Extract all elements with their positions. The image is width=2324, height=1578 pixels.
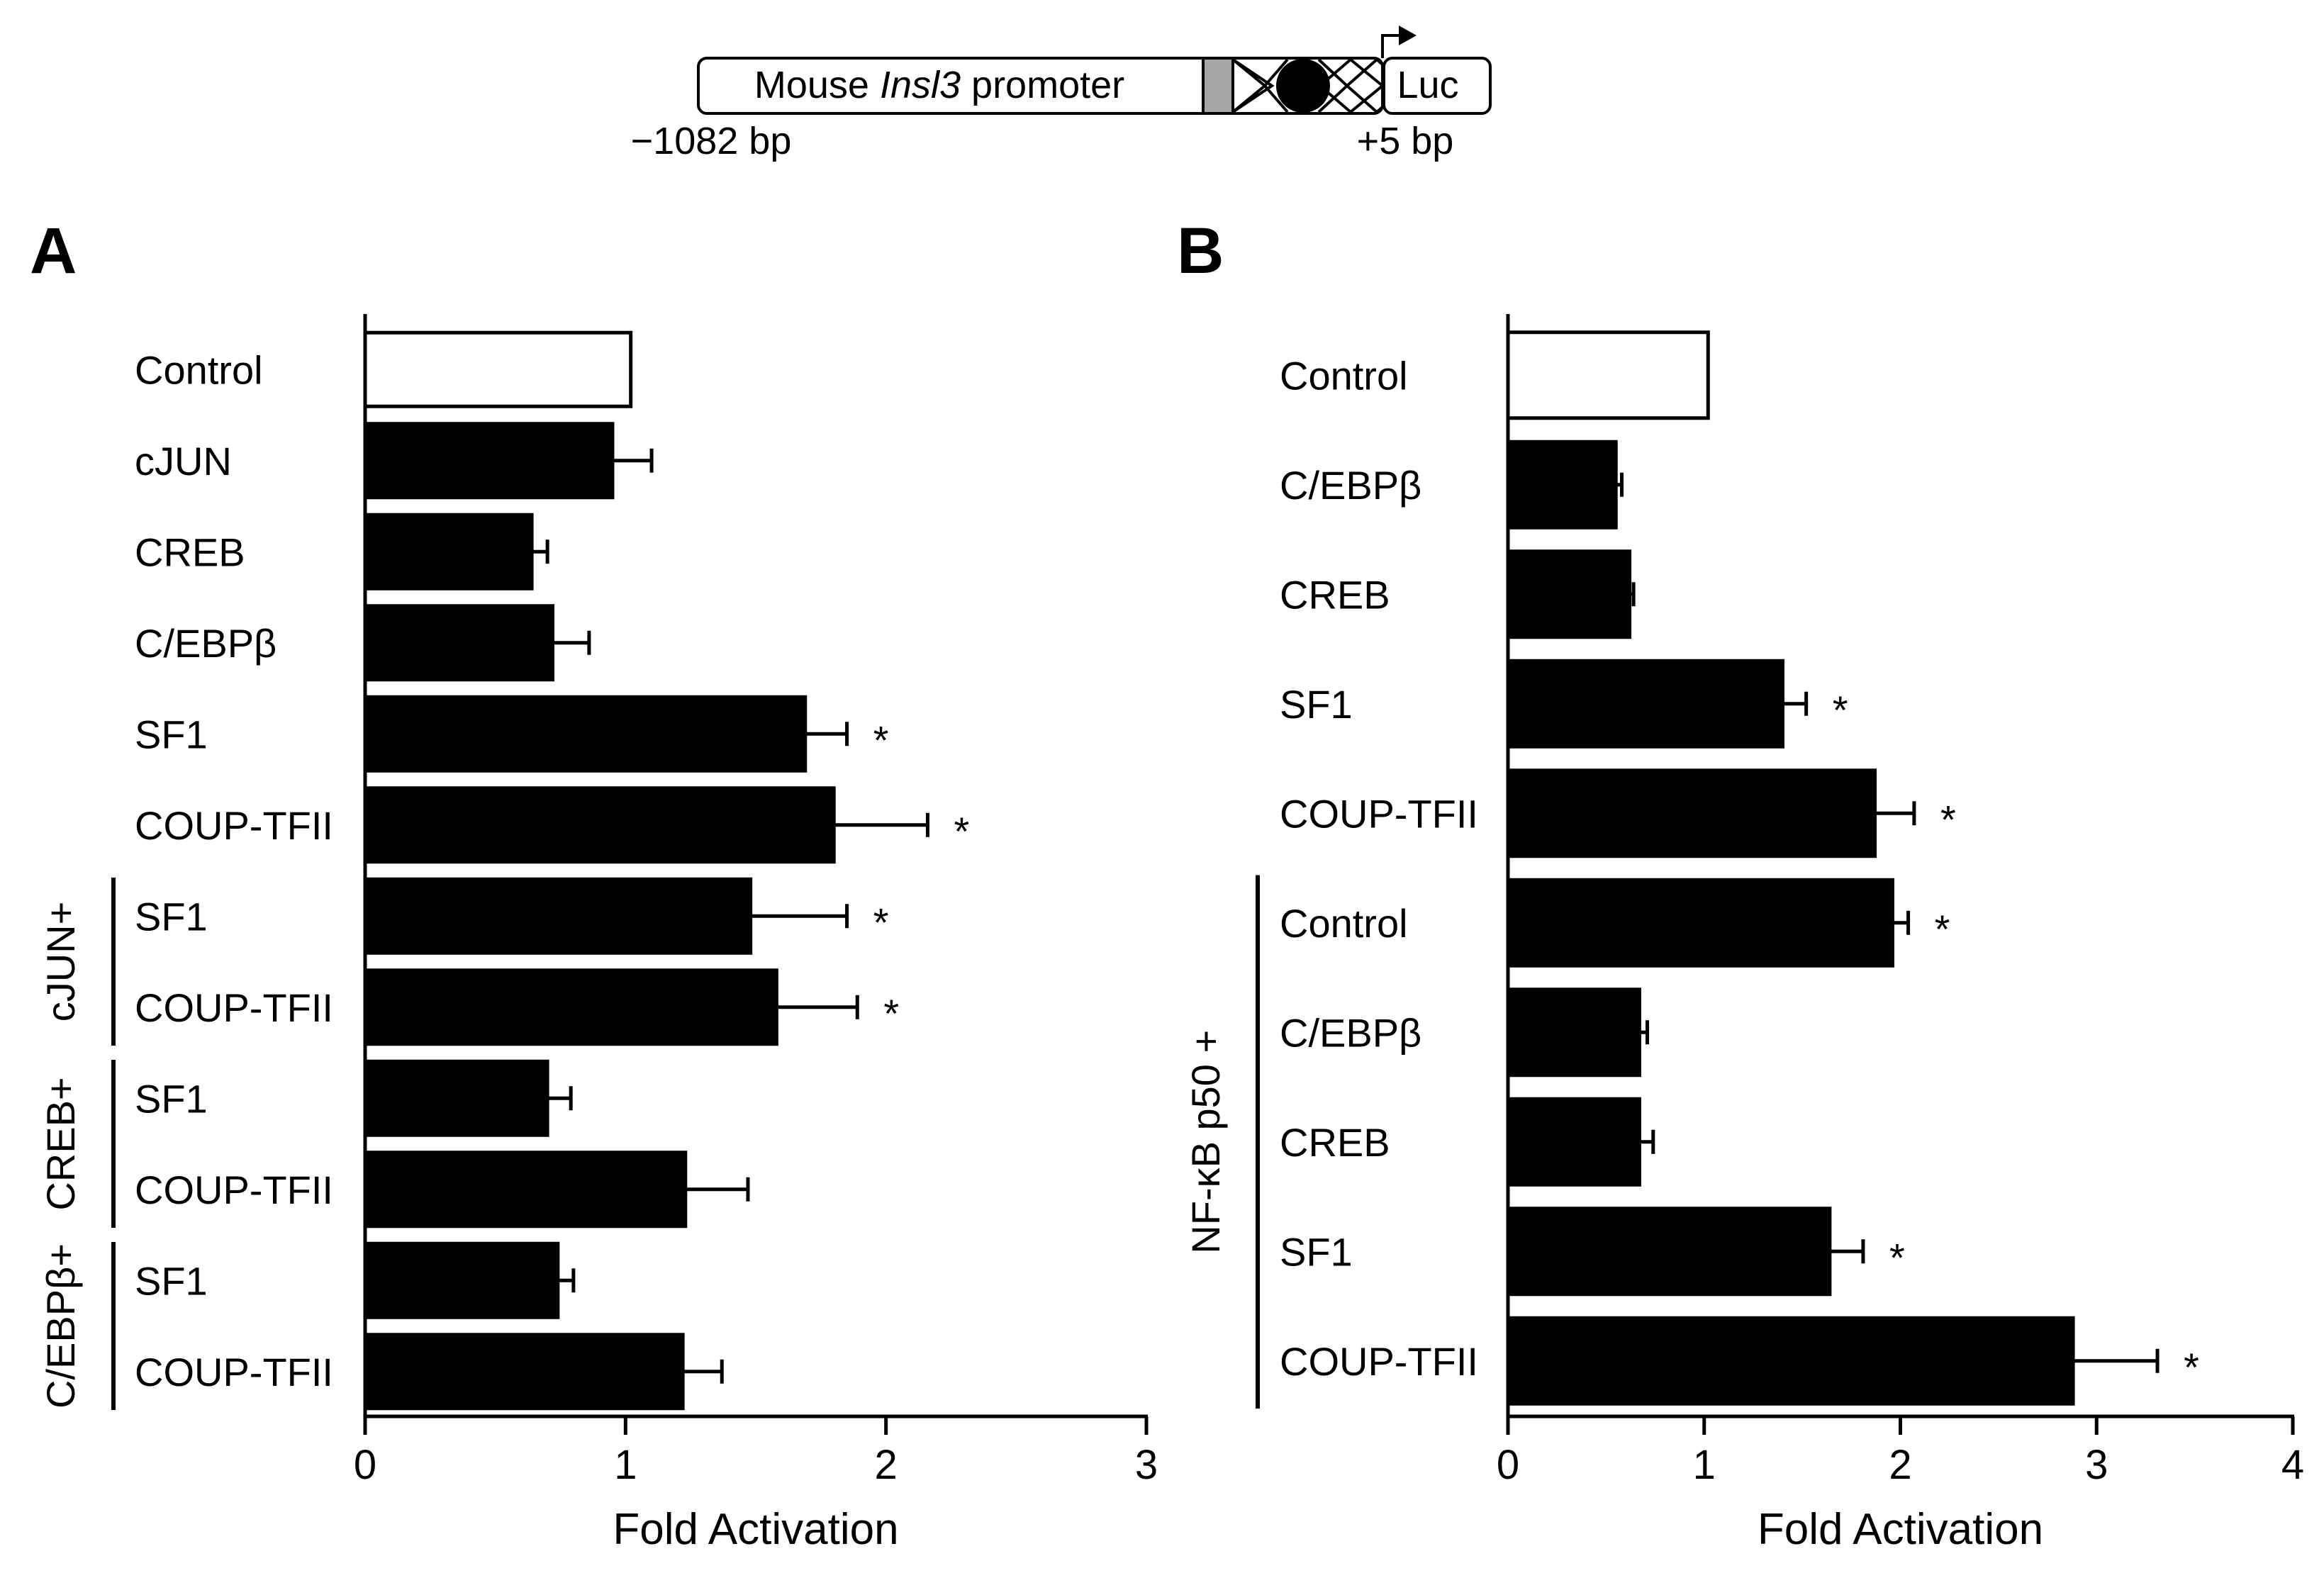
category-label: cJUN <box>135 439 232 483</box>
significance-marker: * <box>954 809 970 854</box>
bar <box>363 786 836 864</box>
x-tick-label: 4 <box>2281 1442 2304 1488</box>
bar <box>363 1151 688 1229</box>
bar <box>363 422 615 500</box>
category-label: C/EBPβ <box>135 621 276 666</box>
bar <box>1506 768 1877 858</box>
panel-letter: A <box>30 215 77 287</box>
panel-letter: B <box>1177 215 1224 287</box>
bar <box>363 877 753 955</box>
bar <box>1506 1097 1641 1187</box>
x-tick-label: 3 <box>1135 1442 1158 1488</box>
bar <box>1506 987 1641 1078</box>
group-label: C/EBPβ+ <box>38 1243 83 1409</box>
bar <box>1506 549 1632 639</box>
x-tick-label: 1 <box>1693 1442 1716 1488</box>
x-axis-label: Fold Activation <box>1758 1505 2043 1554</box>
x-tick-label: 3 <box>2085 1442 2108 1488</box>
significance-marker: * <box>1833 688 1848 732</box>
x-axis-label: Fold Activation <box>613 1505 898 1554</box>
promoter-start-label: −1082 bp <box>631 120 792 162</box>
category-label: SF1 <box>135 712 208 756</box>
bar <box>1506 1207 1832 1297</box>
arrowhead-icon <box>1399 26 1417 45</box>
binding-site-circle <box>1276 59 1330 113</box>
bar <box>363 1241 560 1319</box>
bar <box>363 330 633 408</box>
luc-box <box>1382 57 1492 115</box>
significance-marker: * <box>2184 1345 2199 1389</box>
significance-marker: * <box>873 717 889 762</box>
bar <box>363 968 778 1046</box>
category-label: COUP-TFII <box>1280 791 1478 836</box>
bar <box>363 1333 685 1411</box>
category-label: SF1 <box>1280 1229 1353 1274</box>
bar <box>1506 878 1894 968</box>
bar <box>1506 659 1784 749</box>
bar <box>1506 440 1618 530</box>
category-label: SF1 <box>135 1258 208 1303</box>
panel-b: B 0 1 2 3 4 Fold Activation Control C/EBPβ CREB SF… <box>1177 215 2304 1554</box>
category-label: COUP-TFII <box>135 1350 333 1394</box>
significance-marker: * <box>1935 907 1950 951</box>
bar <box>363 695 808 773</box>
bar <box>1506 1316 2075 1406</box>
x-tick-label: 0 <box>1497 1442 1519 1488</box>
category-label: C/EBPβ <box>1280 1010 1421 1055</box>
bar <box>1506 330 1710 420</box>
promoter-label: Mouse Insl3 promoter <box>754 64 1124 106</box>
significance-marker: * <box>873 900 889 944</box>
category-label: Control <box>135 347 263 392</box>
category-label: Control <box>1280 901 1408 946</box>
transcription-start-arrow <box>1381 34 1400 58</box>
category-label: SF1 <box>1280 682 1353 727</box>
category-label: COUP-TFII <box>135 803 333 848</box>
category-label: SF1 <box>135 894 208 939</box>
x-tick-label: 2 <box>1889 1442 1911 1488</box>
category-label: CREB <box>1280 572 1390 617</box>
bar <box>363 604 554 682</box>
grey-element <box>1203 60 1231 112</box>
category-label: C/EBPβ <box>1280 463 1421 508</box>
group-label: cJUN+ <box>38 902 83 1022</box>
significance-marker: * <box>1889 1235 1905 1280</box>
bar <box>363 513 534 591</box>
category-label: CREB <box>135 530 245 574</box>
significance-marker: * <box>883 991 899 1036</box>
promoter-end-label: +5 bp <box>1357 120 1454 162</box>
luc-label: Luc <box>1397 64 1458 106</box>
category-label: COUP-TFII <box>135 985 333 1030</box>
category-label: CREB <box>1280 1120 1390 1165</box>
promoter-diagram: Mouse Insl3 promoter Luc −1082 bp +5 bp <box>631 26 1492 162</box>
significance-marker: * <box>1940 797 1956 841</box>
bar <box>363 1059 549 1137</box>
group-label: CREB+ <box>38 1077 83 1210</box>
panel-a: A 0 1 2 3 Fold Activation Control cJUN CREB C/EBP… <box>30 215 1158 1554</box>
x-tick-label: 0 <box>354 1442 376 1488</box>
category-label: COUP-TFII <box>135 1168 333 1212</box>
group-label: NF-κB p50 + <box>1183 1030 1228 1254</box>
category-label: SF1 <box>135 1076 208 1121</box>
category-label: Control <box>1280 353 1408 398</box>
x-tick-label: 1 <box>614 1442 637 1488</box>
x-tick-label: 2 <box>875 1442 898 1488</box>
category-label: COUP-TFII <box>1280 1339 1478 1384</box>
